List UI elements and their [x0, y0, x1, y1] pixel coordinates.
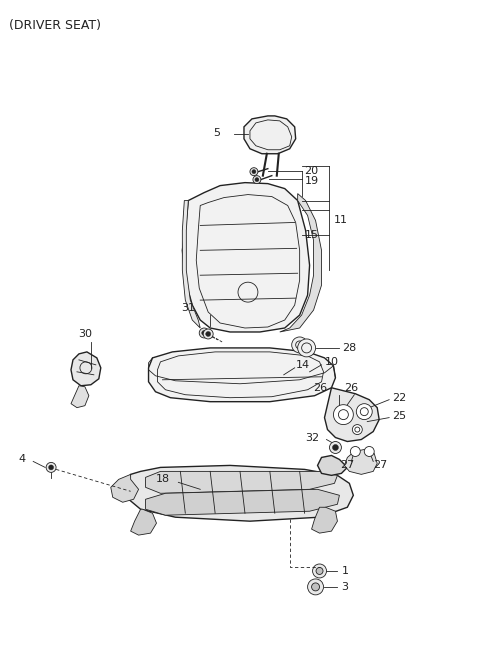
Circle shape — [199, 328, 209, 338]
Polygon shape — [71, 352, 101, 386]
Circle shape — [298, 339, 315, 357]
Circle shape — [316, 567, 323, 575]
Text: (DRIVER SEAT): (DRIVER SEAT) — [9, 19, 101, 32]
Polygon shape — [71, 386, 89, 407]
Text: 28: 28 — [342, 343, 357, 353]
Polygon shape — [126, 465, 353, 521]
Circle shape — [250, 168, 258, 176]
Text: 11: 11 — [334, 215, 348, 226]
Polygon shape — [131, 509, 156, 535]
Polygon shape — [344, 449, 377, 474]
Circle shape — [312, 564, 326, 578]
Circle shape — [364, 447, 374, 457]
Text: 14: 14 — [296, 360, 310, 370]
Text: 19: 19 — [305, 176, 319, 186]
Circle shape — [356, 403, 372, 420]
Polygon shape — [145, 472, 337, 493]
Circle shape — [206, 331, 211, 337]
Circle shape — [253, 176, 261, 184]
Text: 31: 31 — [181, 303, 195, 313]
Text: 22: 22 — [392, 393, 407, 403]
Polygon shape — [145, 489, 339, 515]
Polygon shape — [318, 455, 348, 476]
Polygon shape — [280, 194, 322, 332]
Text: 20: 20 — [305, 166, 319, 176]
Polygon shape — [111, 474, 139, 502]
Text: 25: 25 — [392, 411, 406, 420]
Polygon shape — [182, 201, 200, 328]
Circle shape — [352, 424, 362, 434]
Circle shape — [334, 405, 353, 424]
Polygon shape — [312, 507, 337, 533]
Text: 30: 30 — [78, 329, 92, 339]
Text: 15: 15 — [305, 230, 319, 240]
Polygon shape — [182, 182, 310, 332]
Circle shape — [202, 331, 207, 335]
Circle shape — [252, 170, 256, 174]
Text: 27: 27 — [340, 461, 355, 470]
Text: 26: 26 — [344, 382, 359, 393]
Text: 18: 18 — [156, 474, 170, 484]
Polygon shape — [148, 348, 336, 401]
Text: 3: 3 — [341, 582, 348, 592]
Circle shape — [329, 441, 341, 453]
Text: 32: 32 — [305, 432, 320, 443]
Polygon shape — [324, 388, 379, 441]
Circle shape — [312, 583, 320, 591]
Circle shape — [292, 337, 308, 353]
Polygon shape — [244, 116, 296, 154]
Text: 27: 27 — [373, 461, 387, 470]
Circle shape — [333, 445, 338, 451]
Text: 5: 5 — [213, 128, 220, 138]
Circle shape — [308, 579, 324, 595]
Circle shape — [48, 465, 54, 470]
Circle shape — [255, 178, 259, 182]
Text: 4: 4 — [18, 455, 25, 464]
Text: 1: 1 — [341, 566, 348, 576]
Circle shape — [350, 447, 360, 457]
Text: 26: 26 — [313, 382, 327, 393]
Circle shape — [203, 329, 213, 339]
Text: 10: 10 — [324, 357, 338, 367]
Circle shape — [46, 462, 56, 472]
